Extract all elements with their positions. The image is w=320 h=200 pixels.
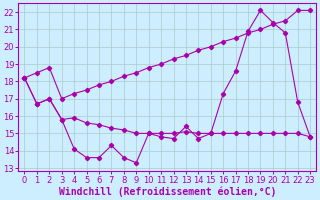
X-axis label: Windchill (Refroidissement éolien,°C): Windchill (Refroidissement éolien,°C) (59, 186, 276, 197)
